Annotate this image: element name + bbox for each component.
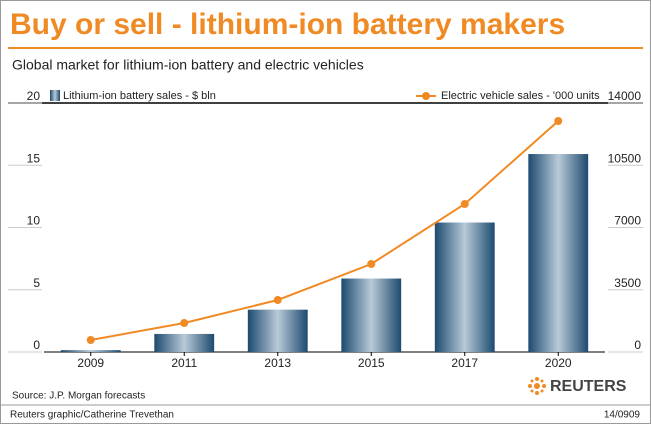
- legend-swatch: [50, 90, 60, 101]
- point: [180, 319, 189, 328]
- x-tick-label: 2013: [264, 356, 291, 370]
- x-tick-label: 2011: [171, 356, 197, 370]
- y2-tick-label: 0: [634, 338, 641, 352]
- bar: [154, 333, 215, 352]
- y-tick-label: 15: [27, 151, 41, 165]
- x-tick-label: 2015: [358, 356, 385, 370]
- bar: [528, 154, 589, 352]
- bar: [341, 278, 402, 352]
- source: Source: J.P. Morgan forecasts: [12, 391, 145, 402]
- point: [554, 116, 563, 125]
- legend-swatch: [422, 92, 430, 100]
- chart-title: Buy or sell - lithium-ion battery makers: [10, 8, 565, 41]
- y-tick-label: 20: [27, 89, 41, 103]
- y-tick-label: 10: [27, 214, 41, 228]
- y-tick-label: 5: [33, 276, 40, 290]
- x-tick-label: 2020: [545, 356, 572, 370]
- chart-subtitle: Global market for lithium-ion battery an…: [12, 57, 364, 73]
- y2-tick-label: 14000: [608, 89, 642, 103]
- credit: Reuters graphic/Catherine Trevethan: [10, 410, 174, 421]
- x-tick-label: 2017: [451, 356, 478, 370]
- y2-tick-label: 10500: [608, 151, 642, 165]
- bar: [434, 222, 495, 352]
- line: [90, 120, 559, 341]
- date: 14/0909: [604, 410, 641, 421]
- y2-tick-label: 3500: [614, 276, 641, 290]
- y-tick-label: 0: [33, 338, 40, 352]
- point: [273, 295, 282, 304]
- point: [86, 335, 95, 344]
- point: [460, 200, 469, 209]
- brand-logo: [528, 377, 546, 395]
- point: [367, 259, 376, 268]
- legend-label: Lithium-ion battery sales - $ bln: [63, 90, 216, 102]
- bar: [247, 309, 308, 352]
- bar: [60, 350, 121, 352]
- legend-label: Electric vehicle sales - '000 units: [441, 90, 600, 102]
- x-tick-label: 2009: [77, 356, 104, 370]
- y2-tick-label: 7000: [614, 214, 641, 228]
- brand: REUTERS: [550, 378, 627, 395]
